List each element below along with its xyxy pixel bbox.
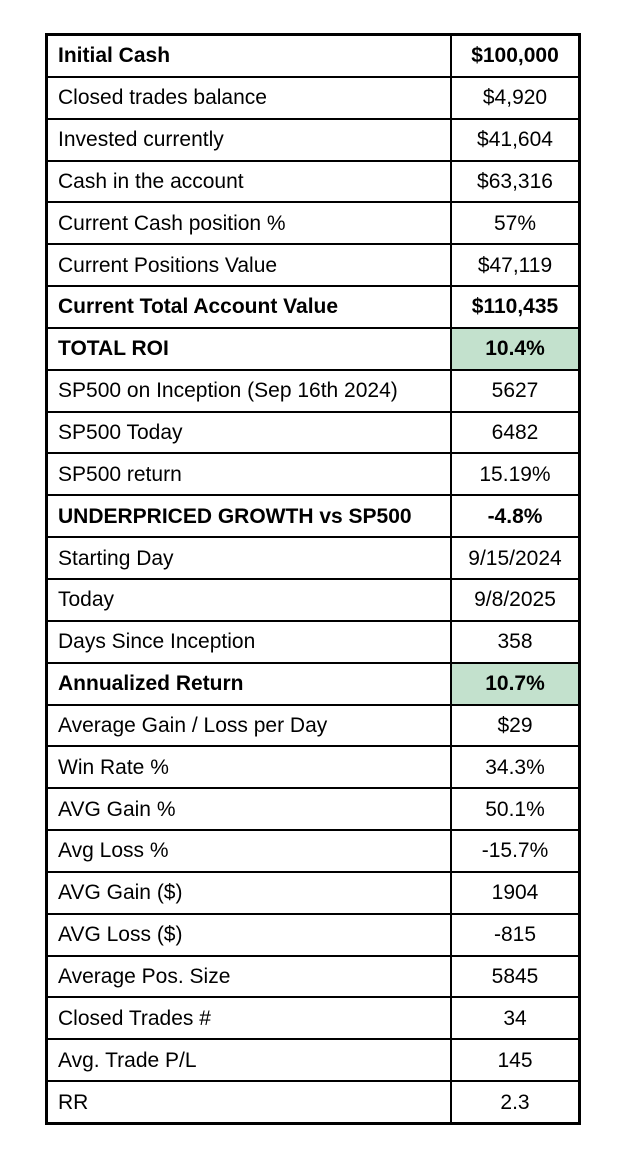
table-row: Avg Loss % -15.7%	[48, 831, 578, 873]
row-label: Current Cash position %	[58, 211, 286, 235]
table-row: RR 2.3	[48, 1082, 578, 1122]
portfolio-stats-table: Initial Cash $100,000 Closed trades bala…	[45, 33, 581, 1125]
row-label: AVG Gain ($)	[58, 881, 183, 905]
table-row: Avg. Trade P/L 145	[48, 1040, 578, 1083]
row-value: $29	[450, 705, 578, 746]
row-label: Starting Day	[58, 546, 174, 570]
row-value: 34	[450, 998, 578, 1039]
row-value: $41,604	[450, 119, 578, 160]
row-label: Avg. Trade P/L	[58, 1048, 197, 1072]
row-value: 6482	[450, 412, 578, 453]
table-row: Initial Cash $100,000	[48, 36, 578, 78]
table-row: Average Gain / Loss per Day $29	[48, 705, 578, 748]
table-row: AVG Gain % 50.1%	[48, 789, 578, 832]
row-label: Annualized Return	[58, 672, 244, 696]
row-label: AVG Gain %	[58, 797, 176, 821]
row-label: TOTAL ROI	[58, 337, 169, 361]
row-value: 34.3%	[450, 747, 578, 788]
row-label: AVG Loss ($)	[58, 923, 183, 947]
table-row: Invested currently $41,604	[48, 119, 578, 162]
table-row: Annualized Return 10.7%	[48, 663, 578, 706]
table-row: Starting Day 9/15/2024	[48, 538, 578, 580]
row-label: SP500 on Inception (Sep 16th 2024)	[58, 379, 398, 403]
row-value: 57%	[450, 203, 578, 244]
row-label: RR	[58, 1090, 89, 1114]
row-value: $47,119	[450, 245, 578, 286]
row-value: $63,316	[450, 161, 578, 202]
row-value: 2.3	[450, 1082, 578, 1122]
table-row: Closed Trades # 34	[48, 998, 578, 1041]
row-label: Win Rate %	[58, 755, 169, 779]
row-value: $110,435	[450, 287, 578, 327]
table-row: AVG Gain ($) 1904	[48, 872, 578, 915]
row-value: $100,000	[450, 36, 578, 76]
row-label: Average Gain / Loss per Day	[58, 713, 328, 737]
row-label: SP500 return	[58, 462, 182, 486]
table-row: Closed trades balance $4,920	[48, 77, 578, 120]
row-label: Cash in the account	[58, 169, 244, 193]
row-value: 5627	[450, 370, 578, 411]
row-label: UNDERPRICED GROWTH vs SP500	[58, 504, 412, 528]
row-label: Today	[58, 588, 115, 612]
row-label: Closed Trades #	[58, 1006, 211, 1030]
table-row: SP500 return 15.19%	[48, 454, 578, 497]
row-value: 15.19%	[450, 454, 578, 495]
row-value: 5845	[450, 956, 578, 997]
row-value: -4.8%	[450, 496, 578, 537]
table-row: Current Total Account Value $110,435	[48, 287, 578, 329]
table-row: SP500 Today 6482	[48, 412, 578, 455]
table-row: TOTAL ROI 10.4%	[48, 328, 578, 371]
table-row: SP500 on Inception (Sep 16th 2024) 5627	[48, 370, 578, 413]
table-row: UNDERPRICED GROWTH vs SP500 -4.8%	[48, 496, 578, 539]
row-value: 145	[450, 1040, 578, 1081]
table-row: Average Pos. Size 5845	[48, 956, 578, 999]
row-label: Days Since Inception	[58, 630, 256, 654]
table-row: Cash in the account $63,316	[48, 161, 578, 204]
row-value: 358	[450, 621, 578, 662]
row-value: 1904	[450, 872, 578, 913]
table-row: AVG Loss ($) -815	[48, 914, 578, 957]
table-row: Current Positions Value $47,119	[48, 245, 578, 288]
row-label: Invested currently	[58, 128, 224, 152]
table-row: Current Cash position % 57%	[48, 203, 578, 246]
row-value: 50.1%	[450, 789, 578, 830]
table-row: Days Since Inception 358	[48, 621, 578, 664]
row-label: Closed trades balance	[58, 86, 267, 110]
table-row: Win Rate % 34.3%	[48, 747, 578, 790]
row-label: Current Total Account Value	[58, 295, 339, 319]
row-label: SP500 Today	[58, 421, 183, 445]
table-row: Today 9/8/2025	[48, 579, 578, 622]
row-label: Initial Cash	[58, 44, 171, 68]
row-value: -15.7%	[450, 831, 578, 871]
row-value-highlighted: 10.7%	[450, 663, 578, 704]
row-label: Avg Loss %	[58, 839, 169, 863]
row-label: Average Pos. Size	[58, 964, 231, 988]
row-value: $4,920	[450, 77, 578, 118]
row-label: Current Positions Value	[58, 253, 278, 277]
row-value: -815	[450, 914, 578, 955]
row-value: 9/15/2024	[450, 538, 578, 578]
row-value-highlighted: 10.4%	[450, 328, 578, 369]
row-value: 9/8/2025	[450, 579, 578, 620]
